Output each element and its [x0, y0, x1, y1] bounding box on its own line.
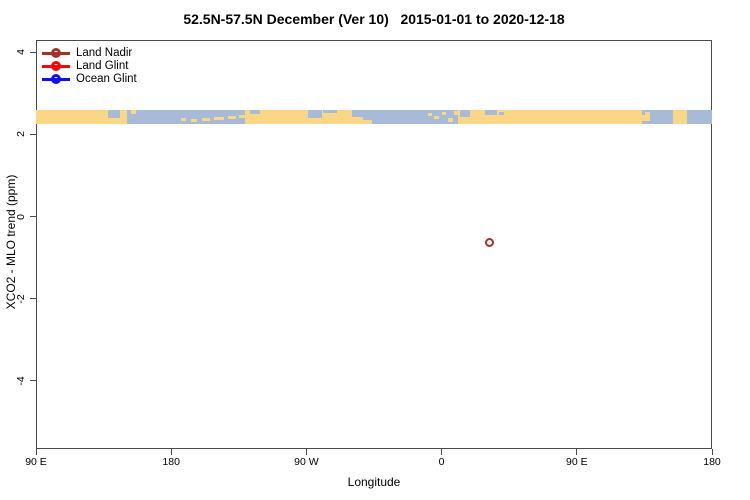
x-tick	[576, 449, 578, 455]
y-axis-label: XCO2 - MLO trend (ppm)	[4, 174, 18, 310]
band-segment-ocean	[323, 109, 337, 113]
legend-marker-land-nadir	[51, 48, 61, 58]
x-tick-label: 0	[438, 456, 445, 468]
band-segment-land	[131, 109, 136, 114]
band-segment-land	[202, 117, 210, 121]
y-tick	[30, 51, 36, 53]
legend-marker-ocean-glint	[51, 74, 61, 84]
x-tick	[441, 449, 443, 455]
x-tick	[711, 449, 713, 455]
plot-area	[36, 40, 712, 449]
band-segment-land	[191, 118, 197, 122]
band-segment-land	[442, 111, 446, 115]
y-tick-label: 4	[15, 49, 27, 56]
band-segment-ocean	[250, 109, 260, 114]
band-segment-land	[120, 109, 127, 124]
band-segment-ocean	[460, 109, 470, 117]
y-tick-label: 0	[15, 213, 27, 220]
band-segment-ocean	[308, 109, 322, 118]
legend-item-land-nadir: Land Nadir	[41, 47, 171, 60]
x-tick	[305, 449, 307, 455]
legend-item-label: Land Nadir	[76, 46, 133, 59]
legend-item-land-glint: Land Glint	[41, 60, 171, 73]
legend-marker-land-glint	[51, 61, 61, 71]
y-tick	[30, 298, 36, 300]
band-segment-land	[454, 110, 458, 115]
x-tick-label: 90 W	[294, 456, 319, 468]
y-tick	[30, 133, 36, 135]
x-tick-label: 90 E	[25, 456, 47, 468]
band-segment-land	[108, 117, 122, 124]
band-segment-ocean	[499, 111, 504, 115]
x-tick-label: 90 E	[565, 456, 588, 468]
band-segment-ocean	[352, 109, 363, 117]
x-tick	[170, 449, 172, 455]
map-band	[36, 109, 712, 124]
y-tick	[30, 216, 36, 218]
band-segment-land	[448, 117, 453, 122]
band-segment-ocean	[485, 109, 497, 115]
band-segment-land	[642, 114, 650, 121]
chart-title: 52.5N-57.5N December (Ver 10) 2015-01-01…	[183, 11, 565, 27]
band-segment-land	[434, 115, 439, 119]
y-tick-label: 2	[15, 131, 27, 138]
band-segment-land	[214, 116, 224, 120]
band-segment-land	[428, 112, 432, 116]
legend-item-label: Land Glint	[76, 59, 129, 72]
data-point-land-nadir	[484, 237, 494, 247]
x-tick-label: 180	[162, 456, 180, 468]
band-segment-land	[645, 111, 650, 116]
band-segment-land	[181, 117, 186, 121]
x-axis-label: Longitude	[347, 475, 401, 489]
band-segment-land	[36, 109, 108, 124]
legend-item-ocean-glint: Ocean Glint	[41, 73, 171, 86]
band-segment-ocean	[363, 109, 372, 120]
y-tick	[30, 380, 36, 382]
y-tick-label: -4	[15, 376, 27, 386]
x-tick-label: 180	[703, 456, 721, 468]
band-segment-land	[239, 114, 245, 118]
legend-item-label: Ocean Glint	[76, 72, 137, 85]
x-tick	[35, 449, 37, 455]
band-segment-land	[458, 109, 642, 124]
y-tick-label: -2	[15, 294, 27, 304]
band-segment-land	[673, 109, 687, 124]
band-segment-land	[228, 115, 236, 119]
